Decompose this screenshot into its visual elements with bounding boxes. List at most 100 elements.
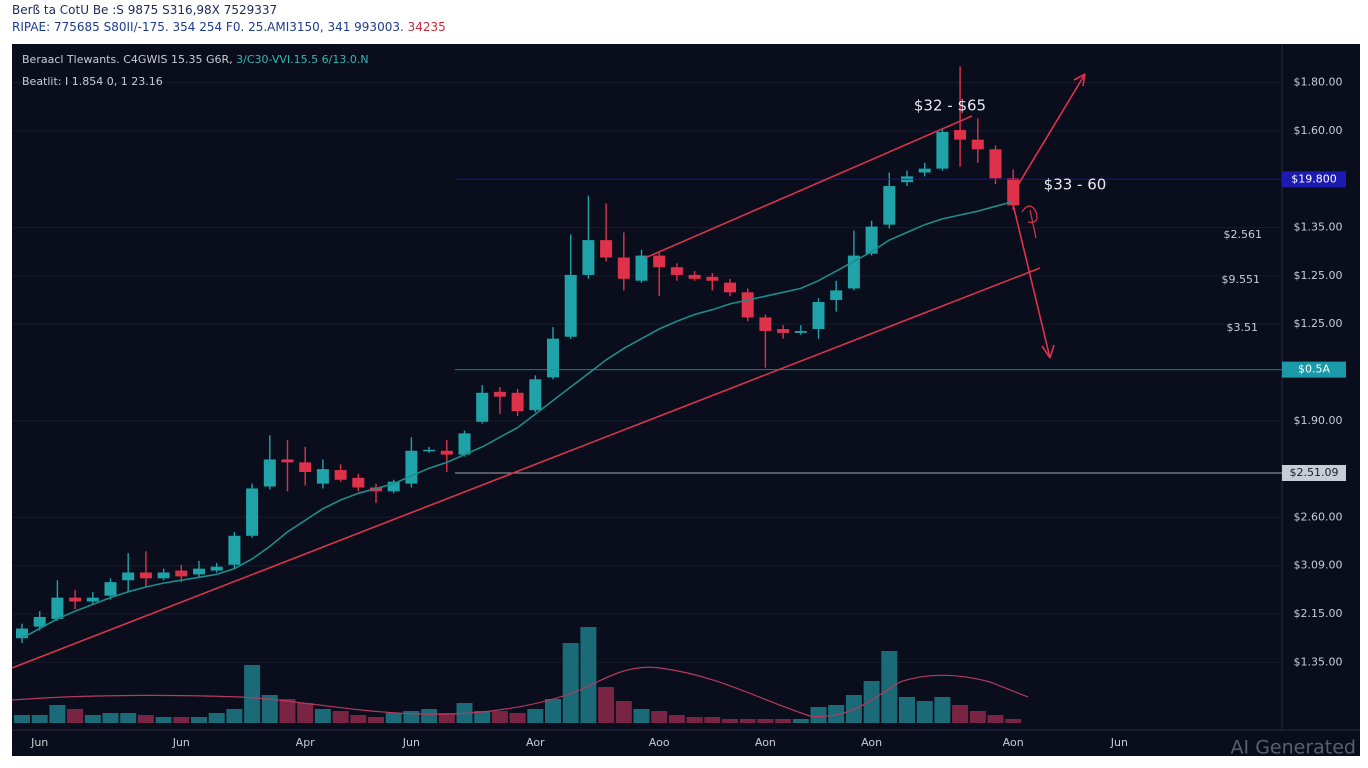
candle-body: [936, 131, 949, 169]
y-tick-label: $2.15.00: [1294, 607, 1343, 620]
candle-body: [193, 568, 205, 575]
volume-bar: [332, 711, 349, 723]
y-tick-label: $2.60.00: [1294, 510, 1343, 523]
volume-bar: [810, 707, 827, 723]
candle-body: [529, 379, 542, 411]
y-tick-label: $1.60.00: [1294, 124, 1343, 137]
candle-body: [69, 597, 82, 602]
legend-text: Beatlit: I 1.854 0, 1 23.16: [22, 75, 163, 88]
watermark: AI Generated: [1231, 737, 1356, 759]
candle-body: [157, 572, 170, 579]
volume-bar: [1005, 719, 1022, 723]
volume-bar: [226, 709, 243, 723]
candle-body: [794, 330, 807, 333]
volume-bar: [297, 703, 314, 723]
candle-body: [865, 226, 878, 254]
volume-bar: [421, 709, 438, 723]
annotation: $3.51: [1227, 321, 1259, 334]
candle-body: [759, 317, 772, 331]
volume-bar: [615, 701, 632, 723]
volume-bar: [49, 705, 66, 723]
price-tag: [1282, 171, 1346, 188]
volume-bar: [102, 713, 119, 723]
candle-body: [16, 628, 28, 639]
candle-body: [812, 301, 825, 330]
volume-bar: [120, 713, 137, 723]
candle-body: [51, 597, 64, 619]
volume-bar: [137, 715, 154, 723]
header-line: Berß ta CotU Be :S 9875 S316,98X 7529337: [12, 3, 278, 17]
trend-line: [644, 115, 973, 259]
volume-bar: [84, 715, 101, 723]
volume-bar: [633, 709, 650, 723]
candle-body: [352, 477, 365, 488]
volume-bar: [881, 651, 898, 723]
volume-bar: [987, 715, 1004, 723]
candle-body: [582, 240, 595, 275]
x-tick-label: Jun: [30, 736, 48, 749]
volume-bar: [403, 711, 420, 723]
candle-body: [653, 255, 666, 268]
volume-bar: [350, 715, 367, 723]
volume-average: [11, 666, 1029, 718]
candle-body: [600, 240, 613, 258]
annotation: $33 - 60: [1044, 176, 1107, 194]
chart-background: [12, 44, 1360, 756]
price-tag-label: $0.5A: [1298, 363, 1330, 376]
legend-text: 3/C30-VVI.15.5 6/13.0.N: [236, 53, 368, 66]
volume-bar: [952, 705, 969, 723]
volume-bar: [899, 697, 915, 723]
candle-body: [175, 570, 188, 577]
candle-body: [724, 282, 736, 293]
volume-bar: [580, 627, 597, 723]
x-tick-label: Jun: [172, 736, 190, 749]
candle-body: [299, 462, 312, 473]
volume-bar: [155, 717, 172, 723]
x-tick-label: Jun: [402, 736, 420, 749]
volume-bar: [279, 699, 296, 723]
candle-body: [617, 257, 630, 279]
candle-body: [954, 129, 967, 140]
volume-bar: [562, 643, 579, 723]
candle-body: [547, 338, 559, 378]
candle-body: [263, 459, 276, 487]
price-tag-label: $19.800: [1291, 172, 1337, 185]
arrow: [1011, 199, 1055, 359]
y-tick-label: $1.35.00: [1294, 655, 1343, 668]
scribble: [1021, 205, 1038, 239]
candle-body: [423, 449, 436, 452]
candle-body: [741, 292, 754, 318]
price-tag: [1282, 464, 1346, 481]
volume-bar: [314, 709, 331, 723]
volume-bar: [67, 709, 84, 723]
x-tick-label: Aon: [1003, 736, 1024, 749]
volume-bar: [757, 719, 774, 723]
candle-body: [440, 450, 453, 455]
candle-body: [918, 168, 931, 173]
volume-bar: [261, 695, 278, 723]
header-text: RIPAE: 775685 S80II/-175. 354 254 F0. 25…: [12, 20, 404, 34]
candle-body: [210, 566, 223, 571]
x-tick-label: Aor: [526, 736, 545, 749]
volume-bar: [969, 711, 986, 723]
moving-average: [21, 200, 1014, 639]
volume-bar: [545, 699, 561, 723]
volume-bar: [244, 665, 261, 723]
y-tick-label: $3.09.00: [1294, 559, 1343, 572]
x-tick-label: Jun: [1110, 736, 1128, 749]
volume-bar: [173, 717, 190, 723]
y-tick-label: $1.25.00: [1294, 317, 1343, 330]
volume-bar: [792, 719, 809, 723]
candle-body: [281, 459, 294, 463]
volume-bar: [916, 701, 933, 723]
candle-body: [246, 488, 259, 536]
candle-body: [139, 572, 152, 579]
legend-text: Beraacl Tlewants. C4GWIS 15.35 G6R,: [22, 53, 233, 66]
candle-body: [122, 572, 135, 581]
header-line: RIPAE: 775685 S80II/-175. 354 254 F0. 25…: [12, 19, 446, 36]
volume-bar: [14, 715, 30, 723]
volume-bar: [934, 697, 951, 723]
annotation: $9.551: [1222, 273, 1261, 286]
x-tick-label: Apr: [296, 736, 316, 749]
